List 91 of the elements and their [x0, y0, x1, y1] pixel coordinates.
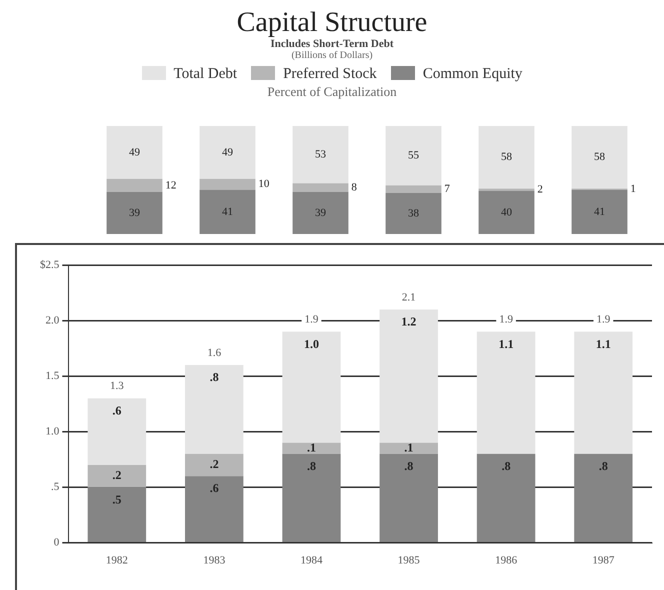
- text: (Billions of Dollars): [290, 50, 374, 62]
- bar: [574, 332, 633, 454]
- data-label: .2: [210, 457, 219, 472]
- bar: [292, 192, 348, 234]
- bar: [292, 126, 348, 184]
- bar: [380, 442, 438, 454]
- bar: [200, 126, 256, 179]
- total-label: 1.9: [499, 314, 514, 326]
- bar: [386, 126, 442, 186]
- data-label: .2: [112, 468, 122, 482]
- total-label: 1.9: [596, 314, 611, 326]
- bar: [106, 126, 162, 179]
- bar: [572, 126, 628, 189]
- total-label: 1.3: [110, 380, 124, 392]
- bar: [185, 476, 244, 542]
- data-label: 1.1: [596, 336, 611, 351]
- y-tick-label: 2.0: [46, 314, 60, 326]
- bar: [478, 126, 534, 189]
- bar: [292, 183, 348, 192]
- text: Percent of Capitalization: [266, 84, 398, 100]
- bar: [282, 332, 341, 443]
- data-label: 55: [408, 150, 420, 162]
- total-label: 1.6: [207, 346, 222, 359]
- legend-label: Common Equity: [422, 66, 522, 83]
- chart-title: Capital Structure: [236, 7, 428, 38]
- total-label: 2.1: [402, 291, 416, 304]
- bar: [88, 487, 146, 542]
- data-label: 39: [129, 206, 140, 219]
- data-label: .5: [112, 492, 122, 506]
- bar: [282, 442, 341, 454]
- data-label: .8: [210, 370, 219, 384]
- bar: [476, 454, 536, 542]
- data-label: .1: [306, 440, 316, 454]
- data-label: 49: [222, 146, 234, 158]
- bar: [282, 454, 341, 542]
- bar: [478, 190, 534, 234]
- data-label: 1.0: [304, 336, 319, 351]
- bar: [572, 190, 628, 234]
- data-label: 41: [594, 206, 605, 218]
- data-label: 38: [408, 207, 420, 220]
- data-label: .8: [404, 459, 414, 473]
- y-tick-label: 0: [54, 536, 60, 549]
- data-label: 10: [258, 178, 270, 190]
- data-label: 2: [537, 184, 543, 196]
- bar: [574, 454, 633, 542]
- data-label: 8: [351, 181, 358, 194]
- data-label: 58: [594, 151, 606, 164]
- data-label: .1: [404, 440, 414, 454]
- legend-label: Preferred Stock: [282, 66, 377, 83]
- total-label: 1.9: [304, 314, 319, 326]
- x-tick-label: 1987: [592, 554, 615, 566]
- data-label: 40: [501, 206, 512, 218]
- data-label: 1: [630, 183, 636, 196]
- data-label: .8: [306, 459, 316, 473]
- data-label: 41: [222, 206, 233, 218]
- bar: [386, 192, 442, 234]
- chart-subtitle: Includes Short-Term Debt: [269, 38, 395, 50]
- data-label: 12: [165, 179, 176, 192]
- data-label: 49: [129, 146, 140, 158]
- x-tick-label: 1984: [300, 554, 323, 566]
- bar: [106, 178, 162, 192]
- x-tick-label: 1983: [203, 554, 226, 566]
- bar: [106, 192, 162, 234]
- data-label: .6: [112, 403, 122, 418]
- bar: [88, 465, 146, 488]
- bar: [88, 398, 146, 466]
- y-tick-label: 1.0: [46, 426, 60, 438]
- data-label: 53: [315, 148, 326, 161]
- data-label: 1.2: [401, 314, 416, 329]
- bar: [200, 190, 256, 234]
- y-tick-label: $2.5: [40, 258, 60, 271]
- x-tick-label: 1985: [398, 554, 420, 566]
- bar: [380, 454, 438, 542]
- data-label: 58: [501, 151, 512, 164]
- y-tick-label: .5: [51, 481, 60, 494]
- x-tick-label: 1982: [106, 554, 128, 566]
- data-label: 7: [444, 183, 450, 196]
- bar: [380, 309, 438, 443]
- data-label: .8: [598, 459, 608, 473]
- bar: [185, 454, 244, 476]
- data-label: .6: [210, 481, 219, 496]
- y-tick-label: 1.5: [46, 370, 60, 382]
- data-label: 1.1: [498, 336, 514, 351]
- bar: [476, 332, 536, 454]
- bar: [185, 365, 244, 454]
- bar: [386, 185, 442, 193]
- data-label: .8: [502, 459, 511, 473]
- bar: [200, 178, 256, 190]
- x-tick-label: 1986: [495, 554, 518, 566]
- data-label: 39: [315, 206, 326, 219]
- legend-label: Total Debt: [172, 66, 238, 83]
